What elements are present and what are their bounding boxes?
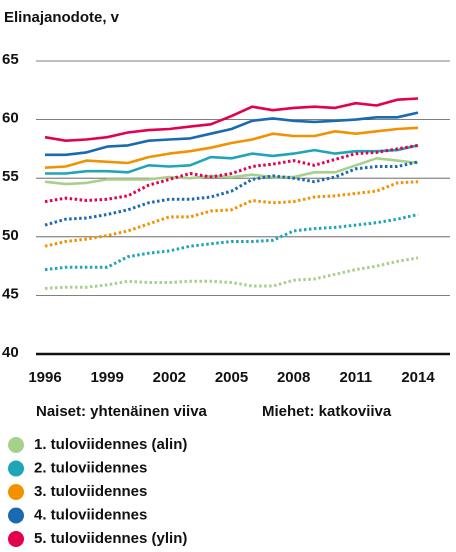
line-dotted (44, 213, 419, 272)
x-tick-label: 2005 (215, 369, 248, 386)
chart-title: Elinajanodote, v (4, 9, 120, 26)
legend-label: 3. tuloviidennes (34, 483, 147, 500)
x-tick-label: 2011 (340, 369, 373, 386)
line-dotted (44, 256, 419, 290)
line-dotted (44, 143, 419, 204)
y-tick-label: 55 (2, 168, 19, 185)
legend-swatch (8, 437, 24, 453)
x-tick-label: 2002 (153, 369, 186, 386)
legend-swatch (8, 460, 24, 477)
legend-label: 2. tuloviidennes (34, 459, 147, 476)
line-solid (44, 126, 419, 169)
legend-swatch (8, 484, 24, 500)
x-tick-label: 1999 (90, 369, 123, 386)
legend-label: 5. tuloviidennes (ylin) (34, 530, 187, 547)
y-tick-label: 60 (2, 110, 19, 127)
legend-swatch (8, 531, 24, 547)
line-solid (45, 111, 419, 157)
y-tick-label: 40 (2, 344, 19, 361)
legend-label: 4. tuloviidennes (34, 506, 147, 523)
y-tick-label: 65 (2, 51, 19, 68)
line-solid (45, 144, 419, 175)
legend-label: 1. tuloviidennes (alin) (34, 436, 187, 453)
line-dotted (44, 180, 419, 248)
legend-swatch (8, 507, 24, 524)
x-tick-label: 1996 (28, 369, 61, 386)
line-solid (44, 157, 419, 186)
annotation: Naiset: yhtenäinen viiva (36, 403, 208, 420)
annotation: Miehet: katkoviiva (262, 403, 392, 420)
y-tick-label: 45 (2, 285, 19, 302)
y-tick-label: 50 (2, 227, 19, 244)
line-solid (44, 97, 419, 142)
line-dotted (44, 160, 419, 227)
x-tick-label: 2014 (401, 369, 435, 386)
x-tick-label: 2008 (277, 369, 310, 386)
